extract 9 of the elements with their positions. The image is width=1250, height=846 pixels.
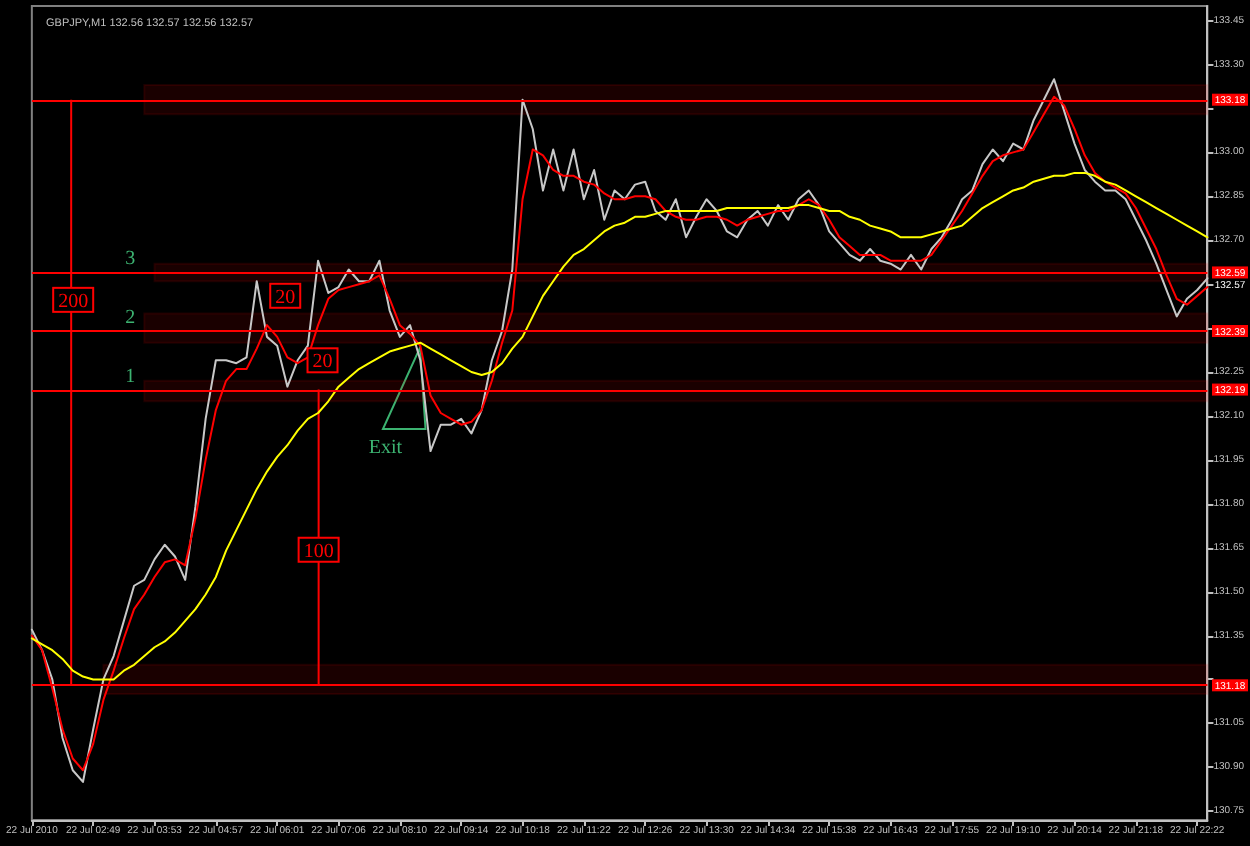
annotation: 3 — [125, 248, 136, 271]
annotation: 100 — [303, 540, 334, 563]
annotation: 20 — [312, 351, 333, 374]
annotation: Exit — [368, 437, 403, 460]
annotation: 200 — [58, 290, 89, 313]
annotation: 1 — [125, 365, 136, 388]
annotation: 2 — [125, 307, 136, 330]
line-series — [30, 171, 1209, 681]
annotation: 20 — [275, 286, 296, 309]
